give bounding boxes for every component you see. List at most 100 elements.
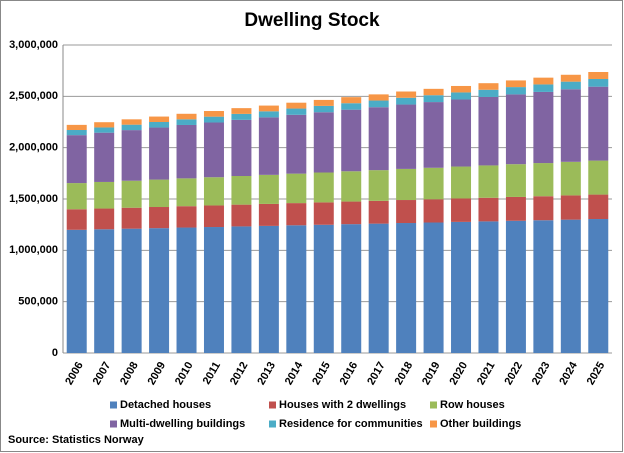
bar-segment [423, 102, 444, 168]
bar-segment [66, 183, 87, 210]
y-tick-label: 1,500,000 [9, 193, 58, 205]
bar-segment [368, 107, 389, 171]
bar-segment [560, 81, 581, 90]
legend-label: Detached houses [120, 399, 211, 411]
bar-segment [533, 220, 554, 353]
bar-segment [149, 228, 170, 353]
bar-segment [231, 226, 252, 353]
bar-segment [231, 176, 252, 205]
bar-segment [286, 203, 307, 226]
bar-segment [176, 178, 197, 207]
bar-segment [505, 94, 526, 165]
legend-label: Other buildings [440, 418, 521, 430]
bar-segment [286, 102, 307, 109]
bar-segment [588, 194, 609, 220]
bar-segment [396, 97, 417, 105]
bar-segment [286, 108, 307, 115]
bar-segment [176, 113, 197, 120]
bar-segment [341, 224, 362, 353]
bar-segment [121, 124, 142, 131]
bar-segment [203, 227, 224, 353]
bar-segment [149, 116, 170, 122]
bar-segment [258, 117, 279, 175]
bar-segment [149, 179, 170, 208]
bar-segment [588, 219, 609, 353]
y-tick-label: 2,000,000 [9, 142, 58, 154]
bar-segment [451, 85, 472, 93]
y-tick-label: 2,500,000 [9, 90, 58, 102]
bar-segment [396, 91, 417, 98]
bar-segment [94, 181, 115, 209]
bar-segment [121, 180, 142, 208]
bar-segment [258, 203, 279, 226]
bar-segment [94, 122, 115, 128]
bar-segment [560, 219, 581, 353]
bar-segment [478, 197, 499, 222]
bar-segment [94, 208, 115, 230]
bar-segment [66, 229, 87, 353]
bar-segment [231, 113, 252, 120]
bar-segment [341, 171, 362, 202]
bar-segment [478, 89, 499, 97]
legend-marker [269, 401, 276, 409]
bar-segment [478, 221, 499, 353]
bar-segment [94, 132, 115, 182]
legend-marker [430, 401, 437, 409]
bar-segment [533, 163, 554, 197]
bar-segment [66, 135, 87, 184]
bar-segment [286, 173, 307, 204]
bar-segment [231, 204, 252, 227]
bar-segment [423, 222, 444, 353]
bar-segment [94, 229, 115, 353]
bar-segment [451, 221, 472, 353]
bar-segment [341, 103, 362, 110]
bar-segment [588, 78, 609, 87]
bar-segment [423, 88, 444, 96]
bar-segment [313, 202, 334, 225]
bar-segment [203, 116, 224, 123]
bar-segment [478, 83, 499, 90]
bar-segment [203, 122, 224, 178]
bar-segment [341, 201, 362, 225]
bar-segment [66, 209, 87, 230]
bar-segment [560, 195, 581, 220]
bar-segment [341, 109, 362, 172]
bar-segment [368, 94, 389, 101]
legend-marker [110, 420, 117, 428]
bar-segment [368, 200, 389, 224]
bar-segment [258, 174, 279, 204]
bar-segment [396, 200, 417, 224]
bar-segment [533, 84, 554, 92]
bar-segment [149, 122, 170, 128]
bar-segment [203, 111, 224, 117]
bar-segment [560, 161, 581, 196]
bar-segment [505, 164, 526, 197]
bar-segment [560, 74, 581, 82]
bar-segment [396, 223, 417, 353]
bar-segment [505, 87, 526, 95]
bar-segment [286, 114, 307, 174]
bar-segment [313, 105, 334, 113]
bar-segment [451, 166, 472, 199]
y-tick-label: 1,000,000 [9, 244, 58, 256]
legend-label: Row houses [440, 399, 505, 411]
bar-segment [396, 104, 417, 169]
bar-segment [505, 80, 526, 88]
bar-segment [423, 199, 444, 223]
bar-segment [231, 119, 252, 177]
bar-segment [478, 96, 499, 166]
bar-segment [313, 224, 334, 353]
bar-segment [588, 72, 609, 79]
bar-segment [423, 167, 444, 200]
bar-segment [423, 95, 444, 103]
bar-segment [66, 124, 87, 131]
bar-segment [286, 225, 307, 353]
bar-segment [313, 172, 334, 203]
bar-segment [121, 130, 142, 181]
bar-segment [533, 91, 554, 164]
bar-segment [231, 108, 252, 114]
bar-segment [176, 119, 197, 125]
bar-segment [313, 112, 334, 173]
bar-segment [203, 177, 224, 206]
